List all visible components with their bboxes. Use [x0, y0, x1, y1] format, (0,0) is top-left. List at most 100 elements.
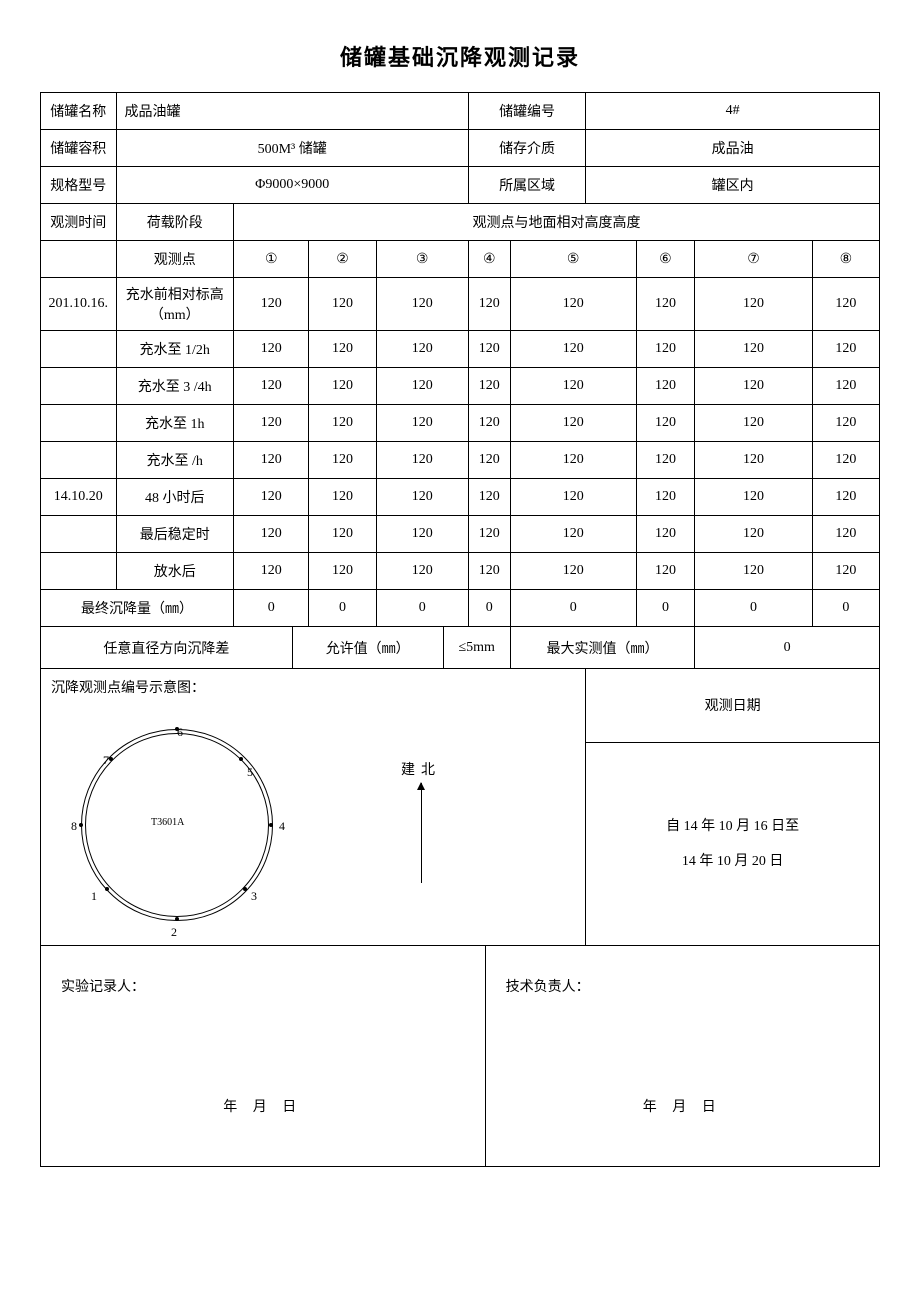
point-dot-icon — [243, 887, 247, 891]
row-stage: 充水至 3 /4h — [116, 368, 233, 405]
date-from: 自 14 年 10 月 16 日至 — [590, 809, 875, 844]
point-dot-icon — [79, 823, 83, 827]
tank-number-value: 4# — [586, 93, 880, 130]
area-label: 所属区域 — [468, 167, 585, 204]
table-row: 充水至 /h120120120120120120120120 — [41, 442, 880, 479]
row-val: 120 — [233, 405, 308, 442]
point-label: 5 — [247, 765, 253, 780]
final-val-8: 0 — [812, 590, 879, 627]
row-val: 120 — [468, 479, 510, 516]
row-val: 120 — [376, 479, 468, 516]
row-val: 120 — [468, 442, 510, 479]
final-val-3: 0 — [376, 590, 468, 627]
point-7: ⑦ — [695, 241, 812, 278]
tech-cell: 技术负责人： 年 月 日 — [485, 946, 879, 1167]
row-val: 120 — [695, 405, 812, 442]
row-val: 120 — [309, 442, 376, 479]
point-8: ⑧ — [812, 241, 879, 278]
table-row: 充水至 3 /4h120120120120120120120120 — [41, 368, 880, 405]
row-val: 120 — [376, 368, 468, 405]
recorder-cell: 实验记录人： 年 月 日 — [41, 946, 486, 1167]
blank-cell — [41, 241, 117, 278]
row-stage: 充水至 /h — [116, 442, 233, 479]
row-time — [41, 442, 117, 479]
row-val: 120 — [309, 479, 376, 516]
table-row: 充水至 1/2h120120120120120120120120 — [41, 331, 880, 368]
point-5: ⑤ — [510, 241, 636, 278]
medium-value: 成品油 — [586, 130, 880, 167]
row-stage: 充水至 1/2h — [116, 331, 233, 368]
capacity-label: 储罐容积 — [41, 130, 117, 167]
row-val: 120 — [510, 331, 636, 368]
point-label: 1 — [91, 889, 97, 904]
allow-value: ≤5mm — [443, 627, 510, 669]
row-val: 120 — [510, 368, 636, 405]
table-row: 最后稳定时120120120120120120120120 — [41, 516, 880, 553]
row-val: 120 — [468, 553, 510, 590]
row-val: 120 — [309, 278, 376, 331]
table-row: 观测点 ① ② ③ ④ ⑤ ⑥ ⑦ ⑧ — [41, 241, 880, 278]
row-val: 120 — [510, 442, 636, 479]
time-label: 观测时间 — [41, 204, 117, 241]
point-height-label: 观测点与地面相对高度高度 — [233, 204, 879, 241]
row-time: 14.10.20 — [41, 479, 117, 516]
point-label: 2 — [171, 925, 177, 940]
table-row: 放水后120120120120120120120120 — [41, 553, 880, 590]
row-val: 120 — [636, 278, 695, 331]
row-val: 120 — [695, 516, 812, 553]
point-label: 3 — [251, 889, 257, 904]
area-value: 罐区内 — [586, 167, 880, 204]
date-to: 14 年 10 月 20 日 — [590, 844, 875, 879]
row-val: 120 — [376, 405, 468, 442]
point-label: 7 — [103, 753, 109, 768]
row-val: 120 — [376, 331, 468, 368]
row-time — [41, 368, 117, 405]
final-val-5: 0 — [510, 590, 636, 627]
row-val: 120 — [309, 368, 376, 405]
max-value: 0 — [695, 627, 880, 669]
point-dot-icon — [109, 757, 113, 761]
row-stage: 充水至 1h — [116, 405, 233, 442]
spec-label: 规格型号 — [41, 167, 117, 204]
capacity-value: 500M³ 储罐 — [116, 130, 468, 167]
obs-date-range: 自 14 年 10 月 16 日至 14 年 10 月 20 日 — [586, 742, 880, 945]
row-val: 120 — [309, 331, 376, 368]
final-val-6: 0 — [636, 590, 695, 627]
row-val: 120 — [812, 405, 879, 442]
table-row: 规格型号 Φ9000×9000 所属区域 罐区内 — [41, 167, 880, 204]
point-dot-icon — [105, 887, 109, 891]
row-val: 120 — [233, 442, 308, 479]
table-row: 实验记录人： 年 月 日 技术负责人： 年 月 日 — [41, 946, 880, 1167]
row-time: 201.10.16. — [41, 278, 117, 331]
table-row: 最终沉降量（㎜） 0 0 0 0 0 0 0 0 — [41, 590, 880, 627]
row-val: 120 — [695, 479, 812, 516]
row-val: 120 — [812, 331, 879, 368]
row-val: 120 — [468, 278, 510, 331]
row-val: 120 — [233, 553, 308, 590]
row-val: 120 — [510, 516, 636, 553]
row-val: 120 — [233, 331, 308, 368]
row-val: 120 — [233, 516, 308, 553]
point-4: ④ — [468, 241, 510, 278]
row-val: 120 — [468, 331, 510, 368]
table-row: 任意直径方向沉降差 允许值（㎜） ≤5mm 最大实测值（㎜） 0 — [41, 627, 880, 669]
final-val-4: 0 — [468, 590, 510, 627]
table-row: 沉降观测点编号示意图： T3601A 12345678 建北 观测日期 — [41, 669, 880, 743]
row-time — [41, 516, 117, 553]
row-val: 120 — [812, 442, 879, 479]
table-row: 储罐名称 成品油罐 储罐编号 4# — [41, 93, 880, 130]
recorder-label: 实验记录人： — [61, 976, 465, 996]
row-stage: 最后稳定时 — [116, 516, 233, 553]
row-val: 120 — [636, 405, 695, 442]
point-dot-icon — [175, 727, 179, 731]
row-val: 120 — [510, 553, 636, 590]
point-label: 观测点 — [116, 241, 233, 278]
row-val: 120 — [468, 405, 510, 442]
point-2: ② — [309, 241, 376, 278]
row-val: 120 — [695, 331, 812, 368]
row-val: 120 — [695, 442, 812, 479]
row-val: 120 — [309, 516, 376, 553]
table-row: 14.10.2048 小时后120120120120120120120120 — [41, 479, 880, 516]
tank-number-label: 储罐编号 — [468, 93, 585, 130]
main-table: 储罐名称 成品油罐 储罐编号 4# 储罐容积 500M³ 储罐 储存介质 成品油… — [40, 92, 880, 1167]
